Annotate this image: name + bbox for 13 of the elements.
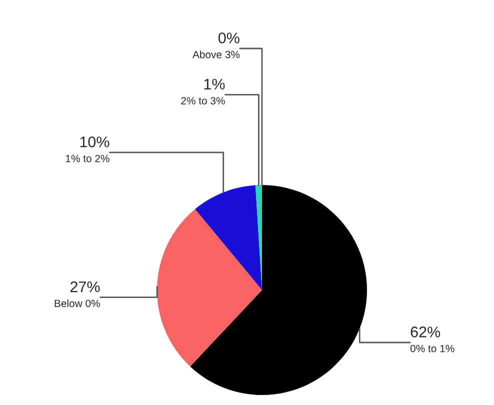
data-label: 62% xyxy=(410,326,440,338)
slice-label: 0% to 1% xyxy=(410,344,454,352)
pie-slice xyxy=(157,209,262,367)
slice-label: 2% to 3% xyxy=(181,97,225,104)
category-label: Above 3% xyxy=(192,50,240,58)
data-label: 27% xyxy=(70,281,100,292)
text: 0% xyxy=(218,32,240,44)
data-label: 10% xyxy=(80,136,110,148)
slice-label: Below 0% xyxy=(54,299,100,308)
data-label: 1% xyxy=(204,78,225,90)
pie-slice xyxy=(190,185,367,395)
slice-label: 1% to 2% xyxy=(66,154,110,162)
pie-slice xyxy=(195,185,262,290)
